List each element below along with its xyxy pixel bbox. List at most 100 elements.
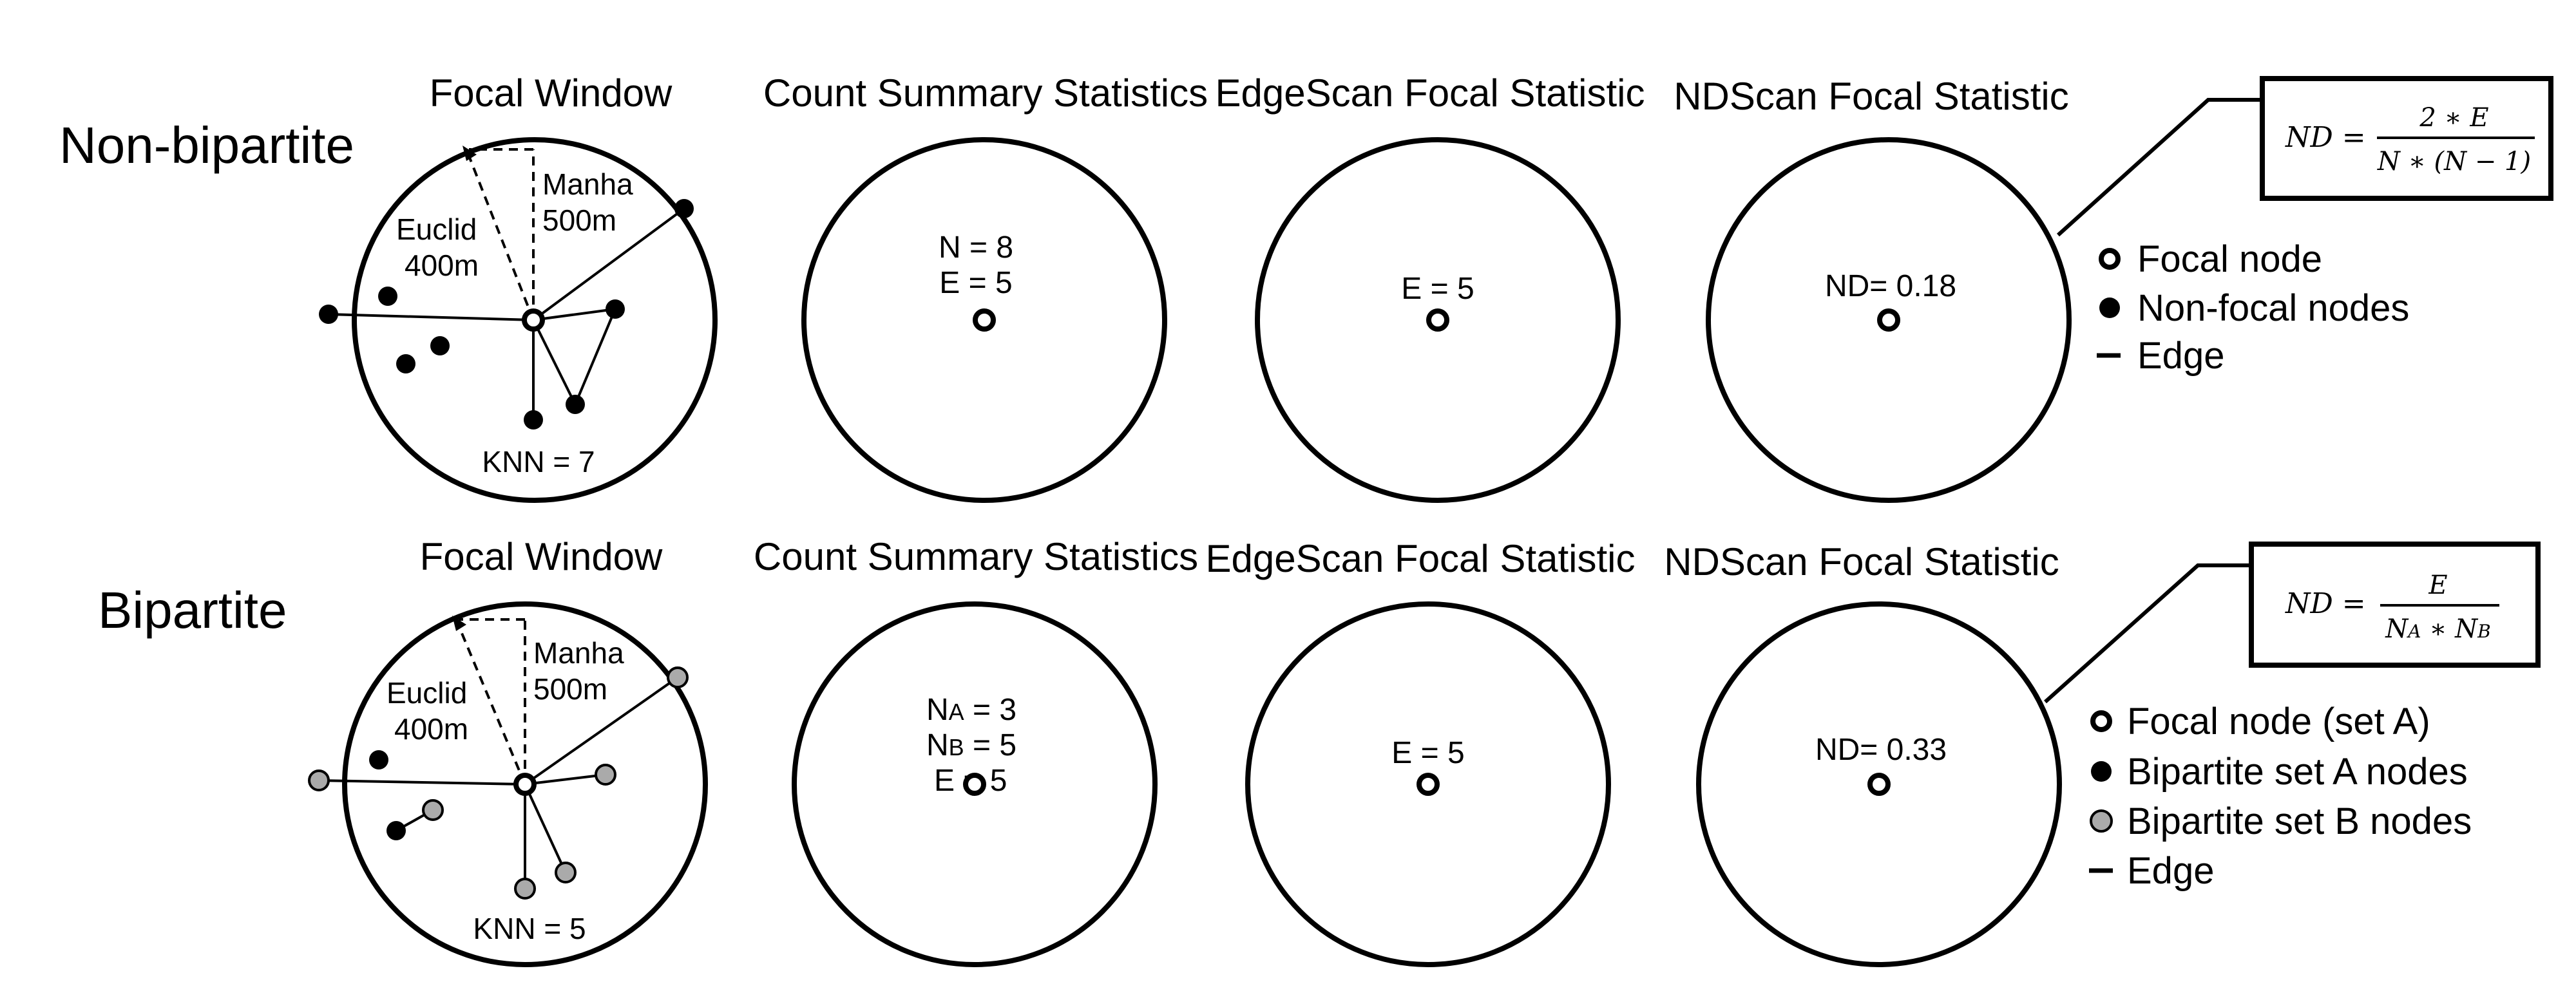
legend-nonbipartite: Focal node Non-focal nodes Edge	[2097, 238, 2409, 377]
non-focal-node	[606, 299, 625, 319]
row-label-nonbipartite: Non-bipartite	[59, 117, 354, 174]
count-nb: NB = 5	[926, 728, 1016, 762]
set-b-node	[595, 764, 616, 786]
manha-distance: 500m	[542, 203, 616, 237]
callout-line	[2056, 98, 2262, 237]
non-focal-node	[430, 336, 450, 355]
count-n: N = 8	[939, 231, 1013, 265]
formula-lhs: ND =	[2285, 587, 2366, 620]
focal-node	[513, 773, 537, 796]
title-edgescan: EdgeScan Focal Statistic	[1205, 537, 1635, 580]
edge	[532, 207, 685, 321]
set-b-node	[422, 799, 444, 821]
euclid-distance: 400m	[394, 712, 468, 746]
edgescan-panel: E = 5	[1245, 601, 1611, 967]
title-count-summary: Count Summary Statistics	[763, 71, 1208, 115]
panel-circle	[1245, 601, 1611, 967]
legend-non-focal-nodes: Non-focal nodes	[2137, 287, 2409, 329]
count-e: E = 5	[939, 266, 1012, 300]
legend-set-a-nodes: Bipartite set A nodes	[2127, 751, 2468, 793]
focal-node	[1877, 308, 1900, 332]
legend-focal-node-icon	[2099, 248, 2121, 270]
edge	[524, 773, 606, 786]
panel-circle	[1696, 601, 2062, 967]
ndscan-panel: ND= 0.18	[1706, 98, 2262, 503]
focal-window-panel: Manha 500m Euclid 400m KNN = 7	[319, 137, 718, 503]
ndscan-value: ND= 0.18	[1825, 269, 1956, 303]
panel-circle	[792, 601, 1158, 967]
edgescan-value: E = 5	[1401, 272, 1474, 306]
legend-edge: Edge	[2137, 335, 2224, 377]
panel-circle	[801, 137, 1167, 503]
non-focal-node	[566, 395, 585, 414]
edge	[524, 784, 567, 873]
non-focal-node	[396, 354, 415, 373]
euclid-label: Euclid	[396, 212, 477, 246]
callout-line	[2043, 563, 2251, 704]
arrowhead-icon	[463, 146, 477, 161]
focal-node	[1417, 773, 1440, 796]
formula-numerator: E	[2428, 571, 2447, 600]
title-ndscan: NDScan Focal Statistic	[1674, 75, 2069, 118]
focal-node	[1426, 308, 1449, 332]
legend-focal-node-icon	[2090, 710, 2112, 732]
count-summary-panel: N = 8 E = 5	[801, 137, 1167, 503]
knn-label: KNN = 5	[473, 912, 586, 945]
panel-circle	[1255, 137, 1621, 503]
edge	[328, 313, 534, 321]
manha-distance: 500m	[533, 672, 607, 706]
set-b-node	[555, 862, 577, 883]
set-b-node	[308, 769, 330, 791]
edgescan-value: E = 5	[1391, 736, 1464, 770]
formula-lhs: ND =	[2285, 121, 2366, 154]
legend-set-b-node-icon	[2090, 809, 2113, 833]
row-bipartite: Bipartite Focal Window Count Summary Sta…	[98, 535, 2541, 967]
formula-box: ND = E NA ∗ NB	[2249, 542, 2541, 668]
edge	[532, 319, 577, 405]
non-focal-node	[674, 199, 694, 218]
ndscan-panel: ND= 0.33	[1696, 563, 2251, 967]
legend-focal-node: Focal node	[2137, 238, 2322, 280]
edge	[533, 308, 616, 321]
focal-window-circle	[352, 137, 718, 503]
focal-node	[963, 773, 986, 796]
formula-denominator: NA ∗ NB	[2385, 614, 2490, 644]
euclid-label: Euclid	[386, 676, 467, 710]
title-focal-window: Focal Window	[420, 535, 663, 578]
focal-node	[1867, 773, 1891, 796]
title-ndscan: NDScan Focal Statistic	[1664, 540, 2059, 583]
row-nonbipartite: Non-bipartite Focal Window Count Summary…	[59, 71, 2553, 503]
panel-circle	[1706, 137, 2072, 503]
edgescan-panel: E = 5	[1255, 137, 1621, 503]
count-na: NA = 3	[926, 693, 1016, 727]
manha-label: Manha	[533, 636, 624, 670]
non-focal-node	[319, 305, 338, 324]
set-a-node	[369, 750, 388, 769]
legend-non-focal-node-icon	[2099, 297, 2120, 318]
title-edgescan: EdgeScan Focal Statistic	[1215, 71, 1645, 115]
row-label-bipartite: Bipartite	[98, 581, 287, 639]
focal-node	[522, 308, 545, 332]
ndscan-value: ND= 0.33	[1815, 733, 1947, 767]
edge	[524, 676, 679, 786]
legend-edge: Edge	[2127, 850, 2214, 892]
set-b-node	[514, 878, 536, 900]
arrowhead-icon	[452, 616, 466, 631]
non-focal-node	[524, 410, 543, 429]
legend-set-a-node-icon	[2091, 761, 2112, 782]
legend-focal-node: Focal node (set A)	[2127, 701, 2430, 742]
legend-set-b-nodes: Bipartite set B nodes	[2127, 800, 2472, 842]
knn-label: KNN = 7	[482, 445, 595, 478]
count-summary-panel: NA = 3 NB = 5 E = 5	[792, 601, 1158, 967]
formula-box: ND = 2 ∗ E N ∗ (N − 1)	[2260, 76, 2553, 201]
non-focal-node	[378, 287, 397, 306]
manha-label: Manha	[542, 167, 633, 201]
set-a-node	[386, 821, 406, 840]
legend-bipartite: Focal node (set A) Bipartite set A nodes…	[2089, 701, 2472, 892]
edge	[318, 779, 526, 786]
formula-denominator: N ∗ (N − 1)	[2377, 147, 2531, 176]
title-count-summary: Count Summary Statistics	[754, 535, 1198, 578]
focal-window-panel: Manha 500m Euclid 400m KNN = 5	[308, 601, 708, 967]
focal-window-circle	[342, 601, 708, 967]
